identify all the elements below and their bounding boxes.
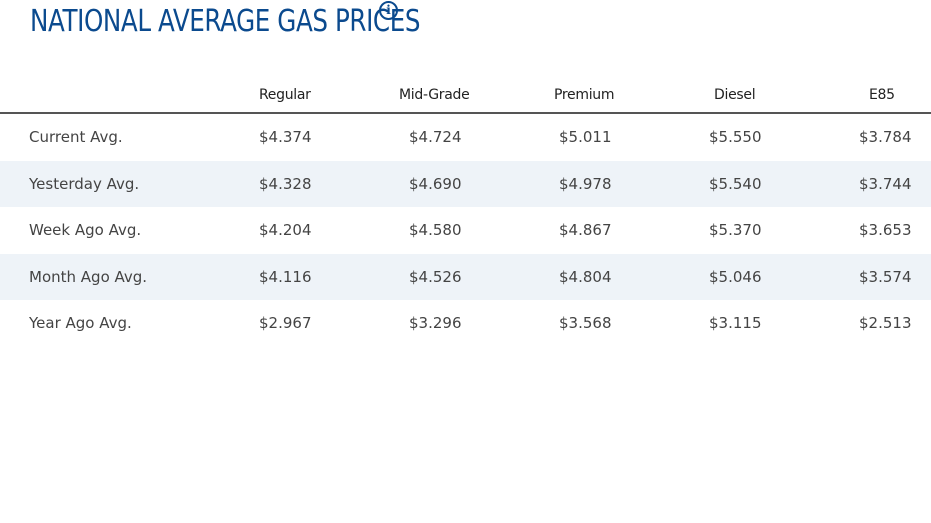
row-label: Current Avg. — [29, 128, 123, 147]
price-cell: $2.967 — [259, 300, 409, 347]
price-value: $3.744 — [859, 174, 912, 193]
price-value: $3.653 — [859, 221, 912, 240]
table-row: Week Ago Avg. $4.204 $4.580 $4.867 $5.37… — [0, 207, 931, 254]
price-value: $4.204 — [259, 221, 312, 240]
table-row: Year Ago Avg. $2.967 $3.296 $3.568 $3.11… — [0, 300, 931, 347]
price-cell: $3.115 — [709, 300, 859, 347]
price-cell: $2.513 — [859, 300, 931, 347]
column-header-label: Premium — [554, 87, 615, 103]
row-label: Yesterday Avg. — [29, 174, 140, 193]
price-cell: $3.574 — [859, 253, 931, 300]
price-cell: $4.116 — [259, 253, 409, 300]
price-cell: $4.328 — [259, 160, 409, 207]
row-label: Month Ago Avg. — [29, 267, 148, 286]
row-label-cell: Current Avg. — [0, 113, 259, 161]
price-value: $4.580 — [409, 221, 462, 240]
price-cell: $4.690 — [409, 160, 559, 207]
price-value: $3.574 — [859, 267, 912, 286]
price-value: $5.370 — [709, 221, 762, 240]
header-cell-empty — [0, 78, 259, 114]
row-label: Year Ago Avg. — [29, 314, 132, 333]
price-value: $3.296 — [409, 314, 462, 333]
price-cell: $3.784 — [859, 113, 931, 161]
row-label-cell: Year Ago Avg. — [0, 300, 259, 347]
title-row: NATIONAL AVERAGE GAS PRICES — [30, 0, 490, 44]
price-cell: $4.867 — [559, 207, 709, 254]
price-cell: $4.978 — [559, 160, 709, 207]
row-label-cell: Month Ago Avg. — [0, 253, 259, 300]
column-header-label: Diesel — [714, 87, 756, 103]
gas-prices-table: Regular Mid-Grade Premium Diesel E85 Cur… — [0, 78, 931, 347]
price-cell: $5.011 — [559, 113, 709, 161]
column-header-label: Mid-Grade — [399, 87, 470, 103]
column-header-premium: Premium — [554, 78, 709, 114]
table-row: Month Ago Avg. $4.116 $4.526 $4.804 $5.0… — [0, 253, 931, 300]
price-cell: $3.653 — [859, 207, 931, 254]
price-value: $4.804 — [559, 267, 612, 286]
price-value: $4.867 — [559, 221, 612, 240]
info-icon[interactable]: i — [379, 1, 398, 20]
price-value: $4.724 — [409, 128, 462, 147]
column-header-regular: Regular — [259, 78, 409, 114]
row-label: Week Ago Avg. — [29, 221, 142, 240]
page-title: NATIONAL AVERAGE GAS PRICES — [30, 4, 421, 39]
price-value: $4.690 — [409, 174, 462, 193]
price-cell: $5.540 — [709, 160, 859, 207]
column-header-diesel: Diesel — [709, 78, 859, 114]
price-value: $2.513 — [859, 314, 912, 333]
column-header-mid-grade: Mid-Grade — [399, 78, 559, 114]
price-cell: $5.550 — [709, 113, 859, 161]
price-cell: $4.580 — [409, 207, 559, 254]
table-row: Yesterday Avg. $4.328 $4.690 $4.978 $5.5… — [0, 160, 931, 207]
table-header-row: Regular Mid-Grade Premium Diesel E85 — [0, 78, 931, 114]
price-cell: $5.046 — [709, 253, 859, 300]
price-value: $4.374 — [259, 128, 312, 147]
price-cell: $4.526 — [409, 253, 559, 300]
price-value: $3.568 — [559, 314, 612, 333]
price-value: $4.328 — [259, 174, 312, 193]
price-value: $5.011 — [559, 128, 612, 147]
price-cell: $5.370 — [709, 207, 859, 254]
price-value: $4.978 — [559, 174, 612, 193]
price-value: $2.967 — [259, 314, 312, 333]
price-cell: $3.296 — [409, 300, 559, 347]
price-cell: $3.568 — [559, 300, 709, 347]
price-value: $3.115 — [709, 314, 762, 333]
price-value: $4.526 — [409, 267, 462, 286]
price-cell: $4.804 — [559, 253, 709, 300]
column-header-e85: E85 — [859, 78, 931, 114]
column-header-label: E85 — [869, 87, 895, 103]
price-value: $5.550 — [709, 128, 762, 147]
row-label-cell: Week Ago Avg. — [0, 207, 259, 254]
price-value: $5.046 — [709, 267, 762, 286]
table-row: Current Avg. $4.374 $4.724 $5.011 $5.550… — [0, 113, 931, 161]
price-value: $3.784 — [859, 128, 912, 147]
row-label-cell: Yesterday Avg. — [0, 160, 259, 207]
price-cell: $4.204 — [259, 207, 409, 254]
price-value: $4.116 — [259, 267, 312, 286]
price-cell: $4.374 — [259, 113, 409, 161]
price-value: $5.540 — [709, 174, 762, 193]
price-cell: $4.724 — [409, 113, 559, 161]
column-header-label: Regular — [259, 87, 311, 103]
price-cell: $3.744 — [859, 160, 931, 207]
